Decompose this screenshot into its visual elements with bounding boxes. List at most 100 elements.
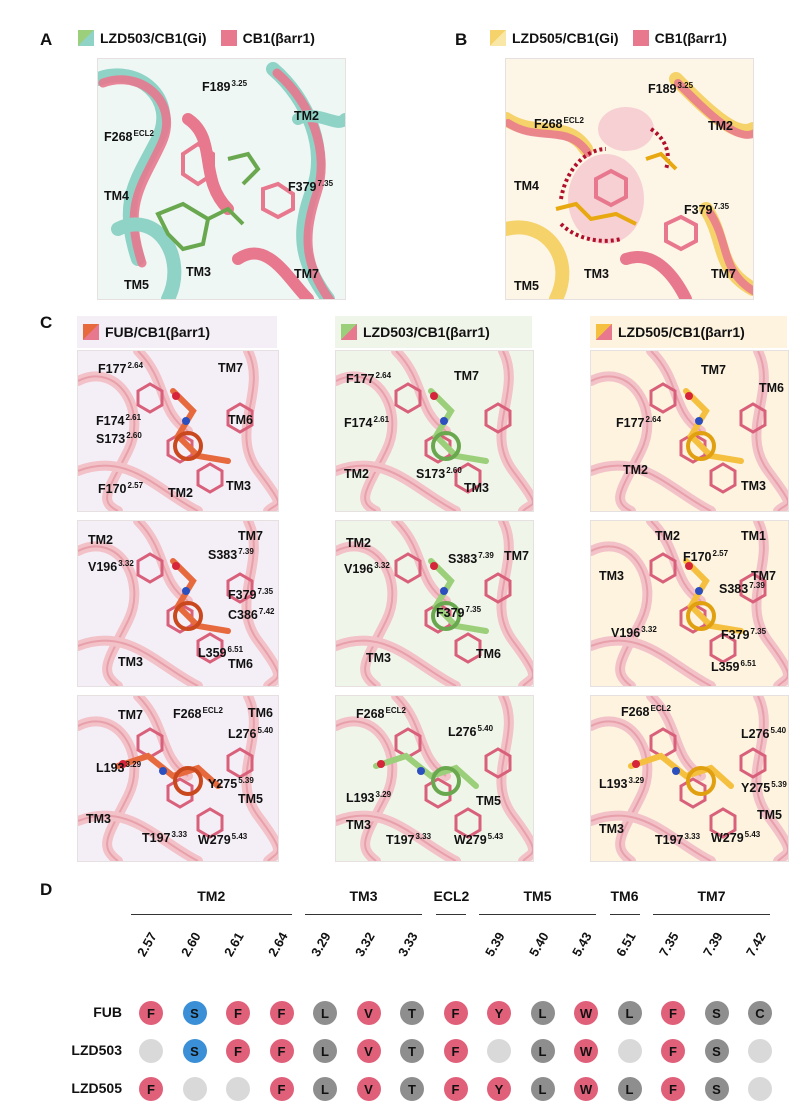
residue-dot: S: [182, 1001, 207, 1025]
helix-label: TM3: [86, 812, 111, 826]
residue-dot: T: [400, 1001, 424, 1025]
panel-c-image: F1772.64 TM7 F1742.61 S1732.60 TM6 F1702.57 TM…: [77, 350, 279, 512]
group-header: TM2: [197, 888, 226, 904]
helix-label: TM7: [218, 361, 243, 375]
helix-label: TM7: [294, 267, 319, 281]
residue-dot: V: [356, 1001, 381, 1025]
helix-label: TM1: [741, 529, 766, 543]
residue-label: F1772.64: [346, 371, 392, 386]
residue-dot: F: [661, 1077, 685, 1101]
residue-label: S1732.60: [96, 431, 142, 446]
helix-label: TM2: [88, 533, 113, 547]
helix-label: TM3: [186, 265, 211, 279]
residue-label: F1893.25: [202, 79, 248, 94]
panel-b-legend: LZD505/CB1(Gi) CB1(βarr1): [490, 30, 727, 46]
panel-c-structure: [591, 351, 788, 511]
residue-dot: W: [574, 1077, 598, 1101]
legend-label: FUB/CB1(βarr1): [105, 324, 211, 340]
position-label: 7.42: [743, 929, 769, 959]
residue-dot: L: [313, 1039, 337, 1063]
residue-label: F1772.64: [616, 415, 662, 430]
residue-label: T1973.33: [142, 830, 188, 845]
residue-label: F1893.25: [648, 81, 694, 96]
residue-dot: L: [530, 1001, 555, 1025]
helix-label: TM3: [346, 818, 371, 832]
panel-c-structure: [336, 521, 533, 686]
helix-label: TM6: [228, 657, 253, 671]
helix-label: TM2: [294, 109, 319, 123]
residue-label: T1973.33: [655, 832, 701, 847]
panel-a-image: F1893.25 F268ECL2 TM2 TM4 F3797.35 TM3 T…: [97, 58, 346, 300]
helix-label: TM3: [464, 481, 489, 495]
helix-label: TM2: [655, 529, 680, 543]
residue-label: F3797.35: [721, 627, 767, 642]
position-label: 2.60: [177, 929, 204, 959]
panel-c-image: F1772.64 TM7 F1742.61 TM2 S1732.60 TM3: [335, 350, 534, 512]
residue-label: F268ECL2: [104, 129, 154, 144]
panel-c-letter: C: [40, 313, 53, 332]
helix-label: TM2: [168, 486, 193, 500]
helix-label: TM6: [759, 381, 784, 395]
residue-dot: L: [530, 1039, 555, 1063]
residue-label: F1702.57: [683, 549, 729, 564]
panel-c-col1-header: FUB/CB1(βarr1): [77, 316, 277, 348]
residue-dot: Y: [487, 1001, 511, 1025]
helix-label: TM7: [238, 529, 263, 543]
residue-label: L3596.51: [198, 645, 244, 660]
position-label: 3.33: [395, 929, 421, 959]
residue-dot: F: [139, 1077, 163, 1101]
residue-dot: [748, 1077, 772, 1101]
panel-c-structure: [78, 521, 278, 686]
row-label: LZD505: [71, 1080, 122, 1096]
residue-dot: [226, 1077, 250, 1101]
residue-dot: V: [356, 1039, 381, 1063]
residue-label: F3797.35: [684, 202, 730, 217]
residue-dot: [617, 1039, 642, 1063]
panel-b-image: F1893.25 F268ECL2 TM2 TM4 F3797.35 TM3 T…: [505, 58, 754, 300]
residue-dot: S: [704, 1077, 729, 1101]
helix-label: TM4: [104, 189, 129, 203]
helix-label: TM7: [711, 267, 736, 281]
legend-label: CB1(βarr1): [242, 30, 315, 46]
helix-label: TM5: [124, 278, 149, 292]
panel-c-image: TM2 V1963.32 S3837.39 TM7 F3797.35 TM3 TM6: [335, 520, 534, 687]
panel-c-structure: [336, 696, 533, 861]
residue-label: C3867.42: [228, 607, 275, 622]
residue-dot: F: [139, 1001, 163, 1025]
position-label: 5.40: [525, 929, 552, 959]
residue-dot: F: [443, 1077, 468, 1101]
residue-dot: F: [269, 1077, 294, 1101]
position-label: 5.39: [482, 929, 508, 959]
group-divider: [479, 914, 596, 915]
helix-label: TM7: [701, 363, 726, 377]
group-header: ECL2: [433, 888, 470, 904]
residue-label: S3837.39: [448, 551, 494, 566]
legend-label: LZD503/CB1(Gi): [100, 30, 207, 46]
position-label: 3.29: [308, 929, 334, 959]
residue-label: F268ECL2: [534, 116, 584, 131]
residue-label: L2765.40: [228, 726, 274, 741]
residue-label: F268ECL2: [356, 706, 406, 721]
helix-label: TM5: [476, 794, 501, 808]
residue-label: L2765.40: [448, 724, 494, 739]
residue-dot: L: [313, 1077, 337, 1101]
helix-label: TM3: [599, 822, 624, 836]
panel-c-image: F268ECL2 L2765.40 L1933.29 TM5 TM3 T1973.33 W2…: [335, 695, 534, 862]
residue-dot: S: [704, 1039, 729, 1063]
panel-b-structure: [506, 72, 753, 299]
residue-label: L3596.51: [711, 659, 757, 674]
panel-c-structure: [591, 521, 788, 686]
helix-label: TM5: [514, 279, 539, 293]
residue-label: S3837.39: [719, 581, 765, 596]
residue-label: F268ECL2: [621, 704, 671, 719]
position-label: 3.32: [351, 929, 378, 959]
residue-dot: W: [574, 1039, 598, 1063]
helix-label: TM3: [226, 479, 251, 493]
residue-label: T1973.33: [386, 832, 432, 847]
position-label: 7.35: [656, 929, 682, 959]
panel-b-letter: B: [455, 30, 468, 49]
helix-label: TM3: [118, 655, 143, 669]
panel-a-legend: LZD503/CB1(Gi) CB1(βarr1): [78, 30, 315, 46]
residue-dot: T: [400, 1039, 424, 1063]
residue-dot: F: [661, 1039, 685, 1063]
